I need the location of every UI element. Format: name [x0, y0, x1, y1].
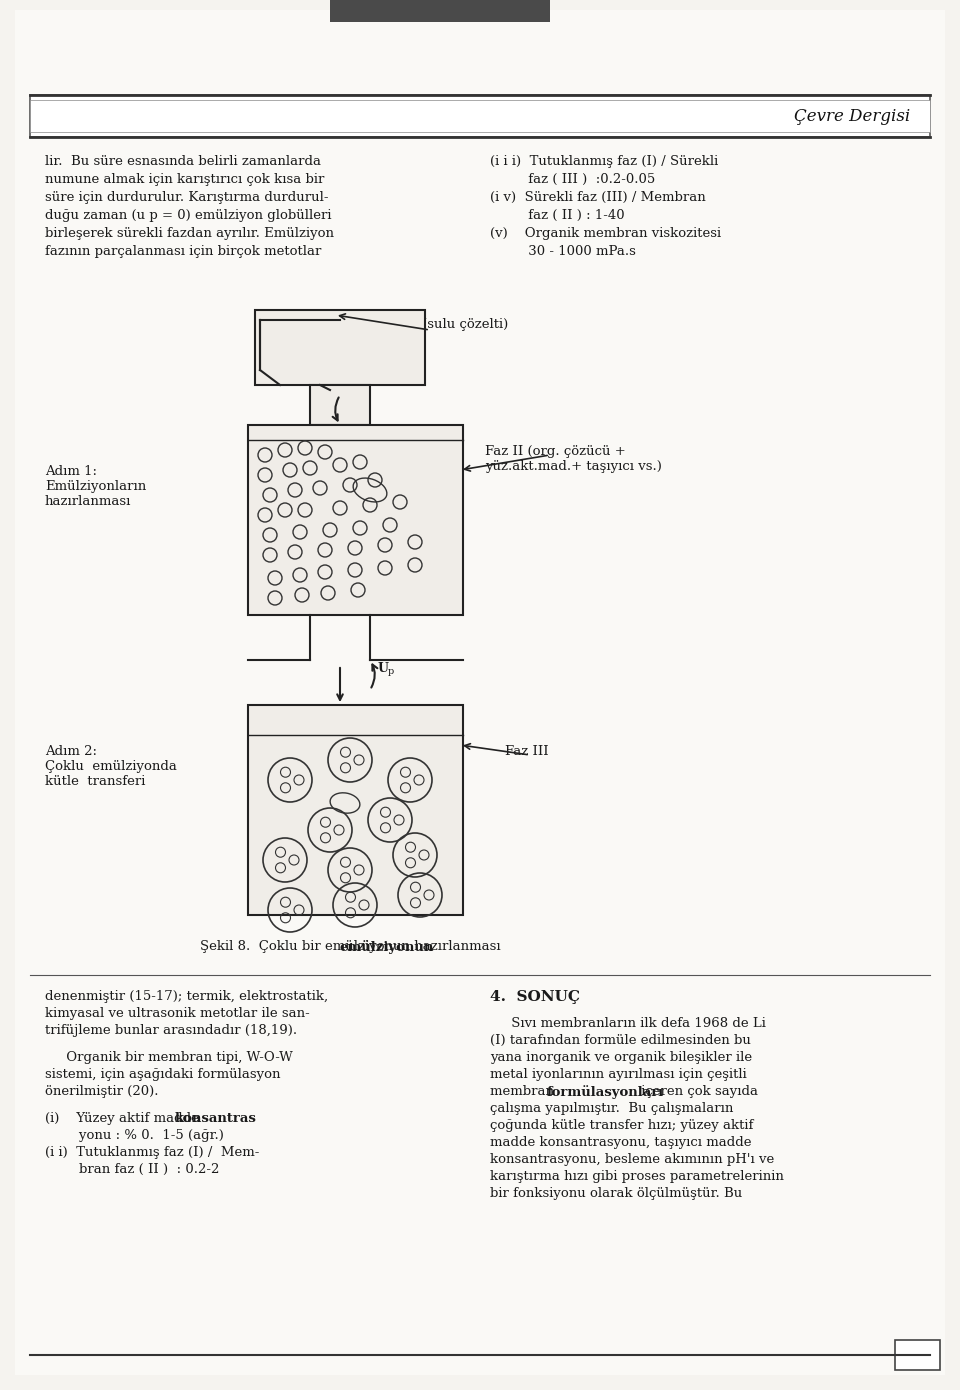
Bar — [330, 0, 550, 22]
Text: numune almak için karıştırıcı çok kısa bir: numune almak için karıştırıcı çok kısa b… — [45, 172, 324, 186]
Text: trifüjleme bunlar arasındadır (18,19).: trifüjleme bunlar arasındadır (18,19). — [45, 1024, 298, 1037]
Text: konsantras: konsantras — [175, 1112, 257, 1125]
Text: membran: membran — [490, 1086, 559, 1098]
Bar — [310, 385, 370, 425]
Text: faz ( II ) : 1-40: faz ( II ) : 1-40 — [490, 208, 625, 222]
Text: U: U — [348, 398, 359, 411]
Text: 30 - 1000 mPa.s: 30 - 1000 mPa.s — [490, 245, 636, 259]
Text: sistemi, için aşağıdaki formülasyon: sistemi, için aşağıdaki formülasyon — [45, 1068, 280, 1081]
Text: Adım 1:
Emülziyonların
hazırlanması: Adım 1: Emülziyonların hazırlanması — [45, 466, 146, 507]
Text: formülasyonları: formülasyonları — [547, 1086, 664, 1099]
Bar — [248, 705, 463, 915]
Text: lir.  Bu süre esnasında belirli zamanlarda: lir. Bu süre esnasında belirli zamanlard… — [45, 156, 321, 168]
Text: madde konsantrasyonu, taşıyıcı madde: madde konsantrasyonu, taşıyıcı madde — [490, 1136, 752, 1150]
Text: bir fonksiyonu olarak ölçülmüştür. Bu: bir fonksiyonu olarak ölçülmüştür. Bu — [490, 1187, 742, 1200]
Text: denenmiştir (15-17); termik, elektrostatik,: denenmiştir (15-17); termik, elektrostat… — [45, 990, 328, 1004]
Text: (i i i)  Tutuklanmış faz (I) / Sürekli: (i i i) Tutuklanmış faz (I) / Sürekli — [490, 156, 718, 168]
Text: fazının parçalanması için birçok metotlar: fazının parçalanması için birçok metotla… — [45, 245, 322, 259]
Bar — [255, 310, 425, 385]
Text: (i)    Yüzey aktif madde: (i) Yüzey aktif madde — [45, 1112, 204, 1125]
Bar — [30, 100, 930, 132]
Bar — [30, 95, 930, 138]
Bar — [248, 425, 463, 614]
Text: Adım 2:
Çoklu  emülziyonda
kütle  transferi: Adım 2: Çoklu emülziyonda kütle transfer… — [45, 745, 177, 788]
Text: bran faz ( II )  : 0.2-2: bran faz ( II ) : 0.2-2 — [45, 1163, 220, 1176]
Bar — [895, 1340, 940, 1371]
Text: (v)    Organik membran viskozitesi: (v) Organik membran viskozitesi — [490, 227, 721, 240]
Text: çoğunda kütle transfer hızı; yüzey aktif: çoğunda kütle transfer hızı; yüzey aktif — [490, 1119, 754, 1131]
Text: (i v)  Sürekli faz (III) / Membran: (i v) Sürekli faz (III) / Membran — [490, 190, 706, 204]
Text: karıştırma hızı gibi proses parametrelerinin: karıştırma hızı gibi proses parametreler… — [490, 1170, 784, 1183]
Text: çalışma yapılmıştır.  Bu çalışmaların: çalışma yapılmıştır. Bu çalışmaların — [490, 1102, 733, 1115]
Text: metal iyonlarının ayırılması için çeşitli: metal iyonlarının ayırılması için çeşitl… — [490, 1068, 747, 1081]
Text: U: U — [378, 662, 389, 676]
Text: yana inorganik ve organik bileşikler ile: yana inorganik ve organik bileşikler ile — [490, 1051, 752, 1063]
Text: 37: 37 — [908, 1348, 927, 1362]
Text: önerilmiştir (20).: önerilmiştir (20). — [45, 1086, 158, 1098]
Text: Sıvı membranların ilk defa 1968 de Li: Sıvı membranların ilk defa 1968 de Li — [490, 1017, 766, 1030]
Text: Çevre Dergisi: Çevre Dergisi — [794, 107, 910, 125]
Text: Faz III: Faz III — [505, 745, 548, 758]
Text: içeren çok sayıda: içeren çok sayıda — [637, 1086, 758, 1098]
Text: duğu zaman (u p = 0) emülziyon globülleri: duğu zaman (u p = 0) emülziyon globüller… — [45, 208, 331, 222]
Text: emülziyonun: emülziyonun — [340, 940, 434, 954]
Text: (I) tarafından formüle edilmesinden bu: (I) tarafından formüle edilmesinden bu — [490, 1034, 751, 1047]
Text: p: p — [388, 667, 395, 676]
Text: Faz I (sulu çözelti): Faz I (sulu çözelti) — [385, 318, 508, 331]
Text: yonu : % 0.  1-5 (ağr.): yonu : % 0. 1-5 (ağr.) — [45, 1129, 224, 1143]
Text: süre için durdurulur. Karıştırma durdurul-: süre için durdurulur. Karıştırma durduru… — [45, 190, 328, 204]
Text: Şekil 8.  Çoklu bir emülziyonun hazırlanması: Şekil 8. Çoklu bir emülziyonun hazırlanm… — [200, 940, 500, 954]
Text: kimyasal ve ultrasonik metotlar ile san-: kimyasal ve ultrasonik metotlar ile san- — [45, 1006, 310, 1020]
Text: (i i)  Tutuklanmış faz (I) /  Mem-: (i i) Tutuklanmış faz (I) / Mem- — [45, 1145, 259, 1159]
Text: birleşerek sürekli fazdan ayrılır. Emülziyon: birleşerek sürekli fazdan ayrılır. Emülz… — [45, 227, 334, 240]
Text: faz ( III )  :0.2-0.05: faz ( III ) :0.2-0.05 — [490, 172, 656, 186]
Text: E: E — [358, 403, 365, 411]
Text: konsantrasyonu, besleme akımının pH'ı ve: konsantrasyonu, besleme akımının pH'ı ve — [490, 1152, 775, 1166]
Text: Organik bir membran tipi, W-O-W: Organik bir membran tipi, W-O-W — [45, 1051, 293, 1063]
Text: 4.  SONUÇ: 4. SONUÇ — [490, 990, 580, 1004]
Text: Faz II (org. çözücü +
yüz.akt.mad.+ taşıyıcı vs.): Faz II (org. çözücü + yüz.akt.mad.+ taşı… — [485, 445, 661, 473]
